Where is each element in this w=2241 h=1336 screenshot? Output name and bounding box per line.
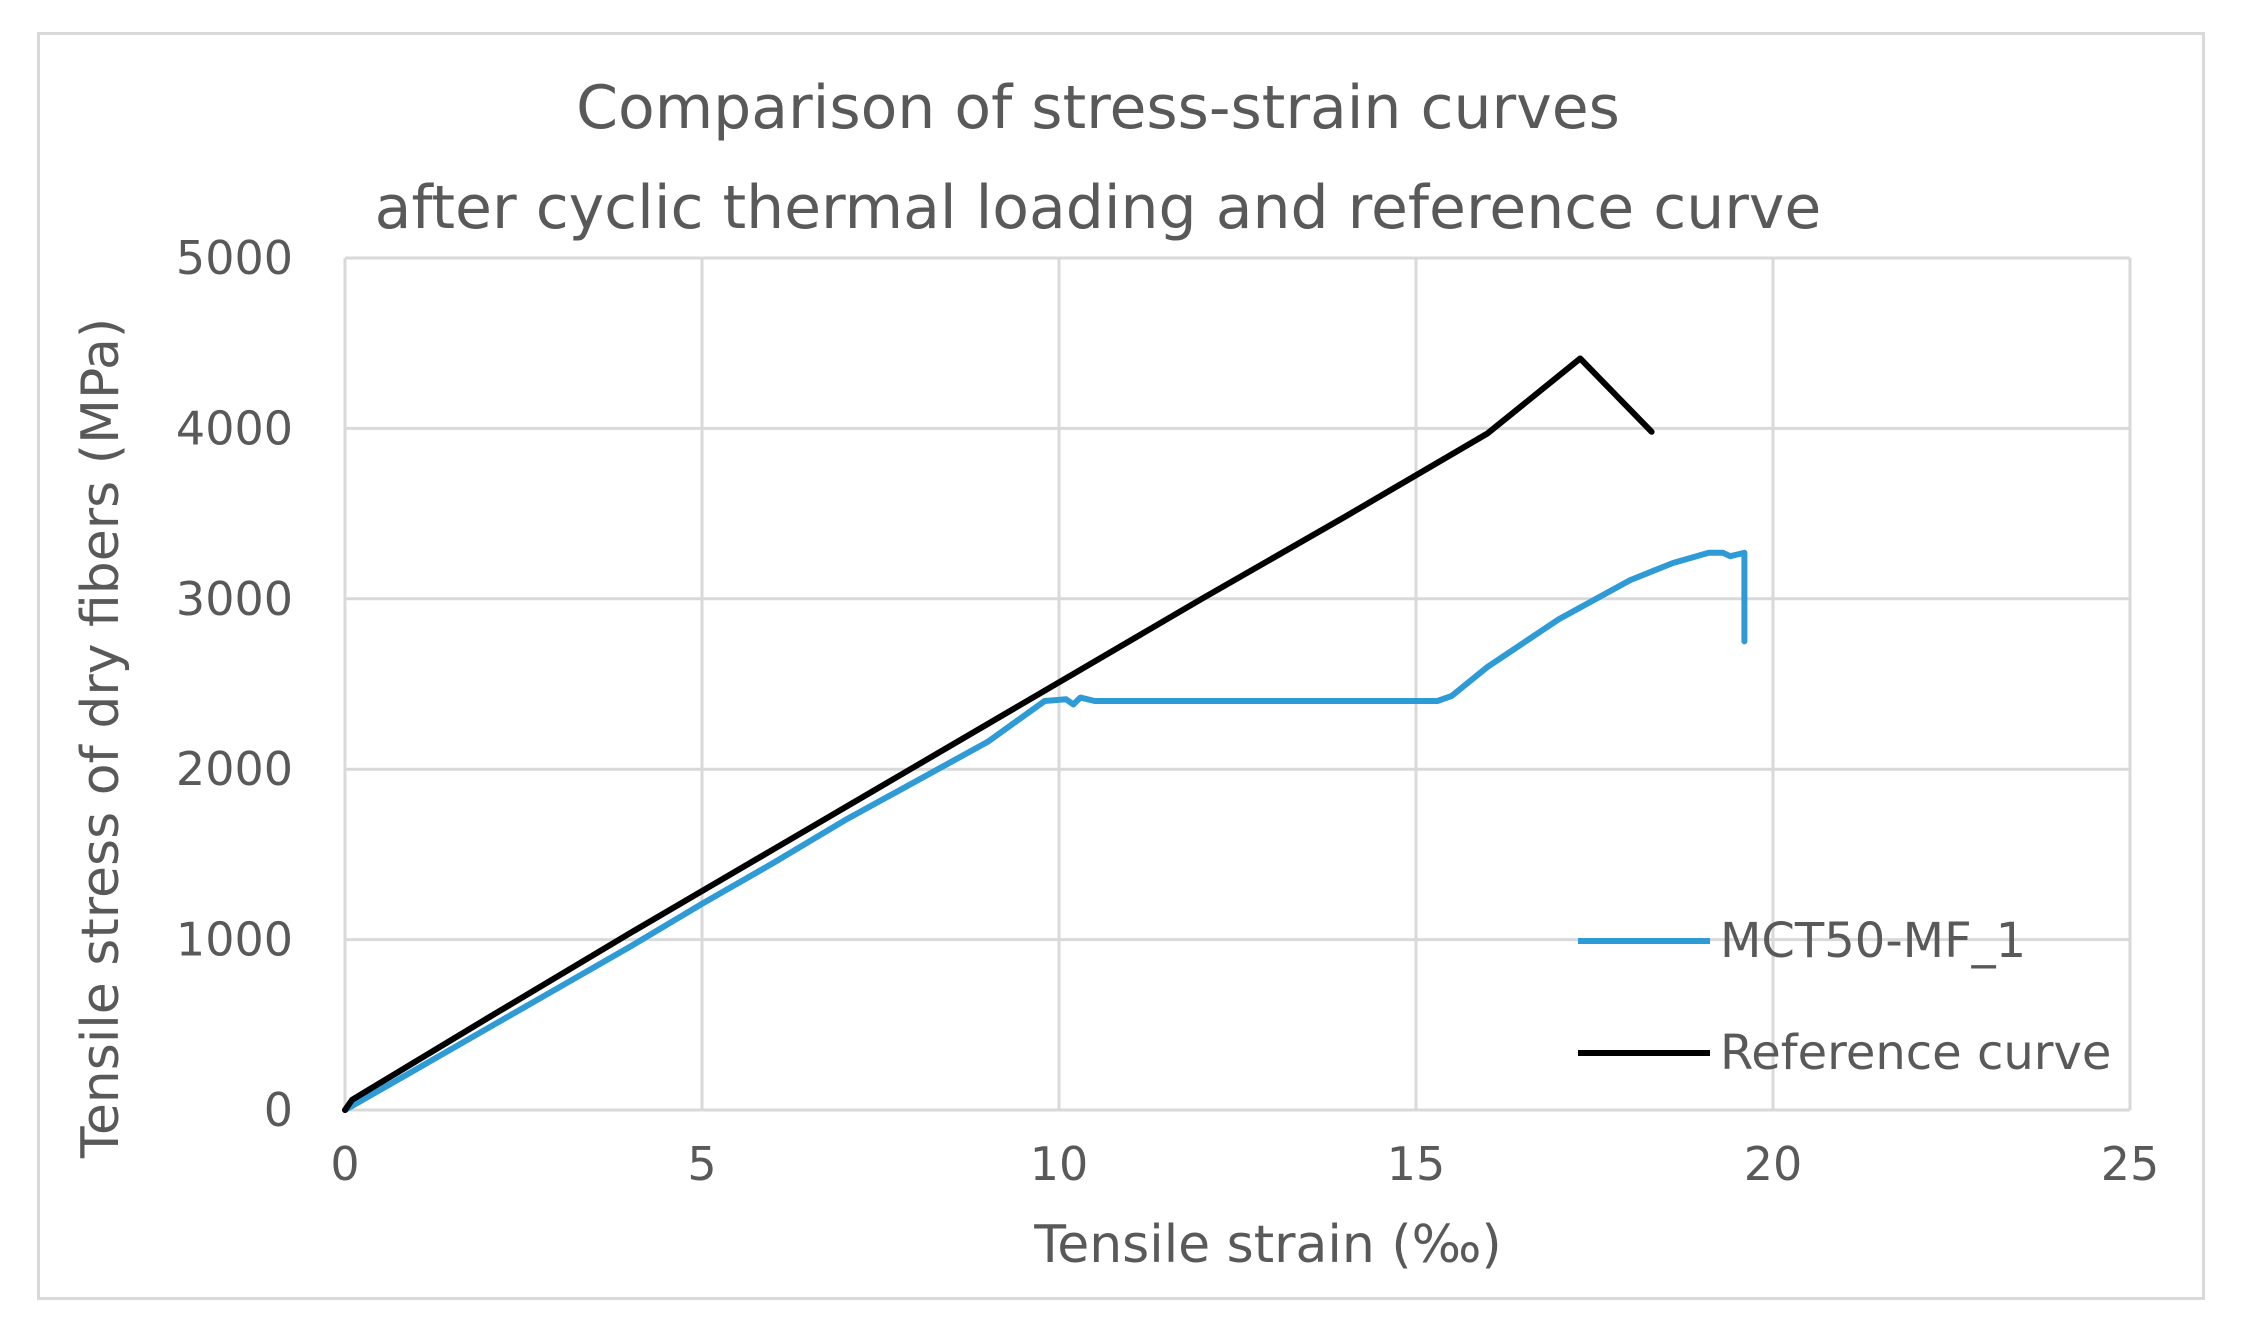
grid-lines (345, 256, 2132, 1110)
x-tick-label: 0 (330, 1137, 359, 1191)
chart-frame (37, 32, 2205, 1300)
x-tick-label: 5 (687, 1137, 716, 1191)
y-axis-title: Tensile stress of dry fibers (MPa) (71, 318, 131, 1159)
y-tick-label: 5000 (176, 231, 293, 285)
series-line-reference-curve (342, 355, 1655, 1113)
y-tick-label: 3000 (176, 572, 293, 626)
legend-label-reference-curve: Reference curve (1720, 1025, 2111, 1081)
y-tick-label: 2000 (176, 742, 293, 796)
data-series (342, 355, 1748, 1113)
axes (343, 258, 2130, 1112)
x-tick-label: 15 (1387, 1137, 1446, 1191)
x-tick-label: 10 (1030, 1137, 1089, 1191)
chart-title-line-1: Comparison of stress-strain curves (576, 73, 1620, 143)
chart-title-line-2: after cyclic thermal loading and referen… (375, 173, 1822, 243)
y-tick-label: 4000 (176, 401, 293, 455)
legend-label-mct50-mf-1: MCT50-MF_1 (1720, 913, 2026, 969)
tick-labels: 0 5 10 15 20 25 0 1000 2000 3000 4000 5000 (176, 231, 2159, 1191)
x-axis-title: Tensile strain (‰) (1033, 1215, 1501, 1275)
x-tick-label: 20 (1744, 1137, 1803, 1191)
series-line-mct50-mf-1 (342, 549, 1748, 1113)
y-tick-label: 1000 (176, 913, 293, 967)
y-tick-label: 0 (264, 1083, 293, 1137)
legend: MCT50-MF_1 Reference curve (1578, 913, 2111, 1081)
x-tick-label: 25 (2101, 1137, 2160, 1191)
